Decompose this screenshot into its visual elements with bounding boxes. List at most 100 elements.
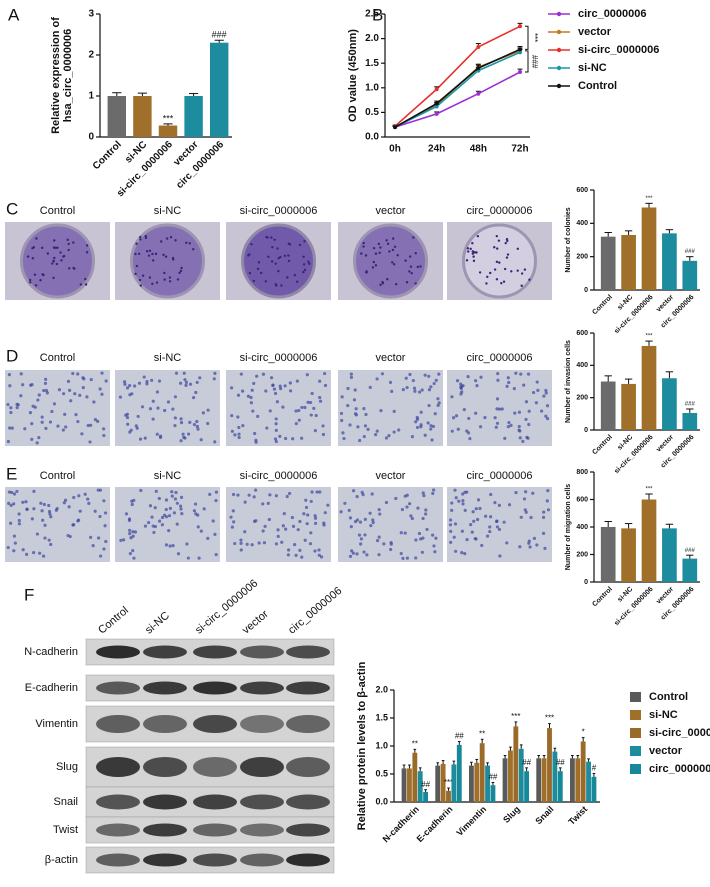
cell-dot	[323, 371, 327, 376]
cell-dot	[69, 399, 73, 403]
cell-dot	[426, 421, 430, 425]
bar	[575, 758, 581, 802]
bar	[621, 235, 636, 290]
colony-dot	[135, 242, 138, 245]
y-tick-label: 400	[576, 220, 588, 227]
cell-dot	[453, 488, 457, 492]
cell-dot	[362, 550, 366, 554]
cell-dot	[415, 417, 420, 421]
cell-dot	[369, 523, 373, 528]
cell-dot	[298, 548, 302, 552]
cell-dot	[156, 406, 160, 410]
cell-dot	[371, 520, 375, 525]
blot-band	[143, 715, 187, 733]
y-tick-label: 600	[576, 187, 588, 194]
colony-dot	[364, 254, 368, 257]
cell-dot	[472, 519, 476, 523]
series-line	[394, 51, 521, 128]
cell-dot	[358, 520, 363, 524]
bar	[423, 791, 429, 802]
cell-dot	[243, 530, 247, 534]
cell-dot	[478, 506, 482, 511]
colony-dot	[498, 261, 501, 264]
cell-dot	[66, 379, 71, 383]
colony-dot	[516, 269, 519, 272]
cell-dot	[285, 494, 289, 499]
cell-dot	[155, 390, 160, 394]
cell-dot	[136, 414, 140, 419]
cell-dot	[436, 403, 440, 407]
cell-dot	[346, 386, 350, 391]
cell-dot	[351, 551, 355, 555]
cell-dot	[182, 371, 186, 375]
colony-dot	[144, 234, 147, 238]
cell-dot	[35, 532, 40, 536]
cell-dot	[412, 386, 417, 390]
colony-dot	[72, 241, 75, 244]
cell-dot	[154, 489, 158, 493]
cell-dot	[450, 429, 454, 433]
cell-dot	[87, 501, 91, 505]
bar	[569, 758, 575, 802]
colony-dot	[68, 267, 71, 270]
colony-dot	[168, 280, 172, 283]
y-tick-label: 0.5	[365, 107, 379, 118]
cell-dot	[282, 512, 286, 516]
cell-dot	[388, 380, 393, 384]
colony-dot	[391, 261, 394, 264]
cell-dot	[468, 437, 472, 441]
blot-band	[96, 715, 140, 733]
point	[476, 91, 481, 96]
bar	[621, 528, 636, 582]
blot-band	[96, 853, 140, 867]
colony-dot	[489, 271, 492, 275]
cell-dot	[199, 529, 203, 533]
cell-dot	[461, 498, 465, 503]
colony-dot	[506, 253, 510, 256]
colony-dot	[505, 237, 509, 241]
cell-dot	[206, 408, 210, 412]
legend-marker	[556, 11, 562, 17]
bar	[485, 765, 490, 802]
cell-dot	[124, 512, 129, 516]
blot-band	[286, 681, 330, 695]
cell-dot	[191, 395, 196, 400]
cell-dot	[281, 405, 285, 409]
cell-dot	[77, 494, 81, 498]
colony-dot	[277, 269, 280, 273]
cell-dot	[284, 527, 288, 531]
cell-dot	[297, 418, 301, 422]
cell-dot	[21, 548, 25, 552]
bar	[662, 378, 677, 430]
cell-dot	[294, 421, 298, 426]
bar	[417, 771, 423, 802]
cell-dot	[239, 538, 243, 542]
colony-dot	[303, 268, 307, 272]
colony-dot	[79, 283, 82, 286]
panel-letter: A	[8, 5, 20, 24]
colony-dot	[374, 252, 378, 255]
cell-dot	[123, 382, 127, 386]
cell-dot	[232, 520, 236, 524]
cell-dot	[208, 492, 212, 496]
colony-dot	[168, 276, 172, 279]
cell-dot	[195, 380, 199, 384]
cell-dot	[512, 387, 516, 391]
cell-dot	[505, 384, 509, 389]
cell-dot	[102, 433, 106, 438]
blot-row-label: β-actin	[45, 854, 78, 866]
cell-dot	[507, 420, 511, 425]
colony-dot	[32, 245, 36, 249]
colony-dot	[308, 262, 311, 265]
cell-dot	[405, 493, 409, 497]
cell-dot	[534, 401, 538, 405]
cell-dot	[257, 541, 261, 545]
colony-dot	[495, 234, 499, 238]
cell-dot	[483, 415, 487, 420]
cell-dot	[291, 524, 296, 528]
colony-dot	[185, 241, 188, 245]
cell-dot	[375, 377, 379, 381]
cell-dot	[239, 372, 243, 376]
colony-dot	[270, 260, 274, 263]
significance-label: ***	[545, 714, 554, 723]
